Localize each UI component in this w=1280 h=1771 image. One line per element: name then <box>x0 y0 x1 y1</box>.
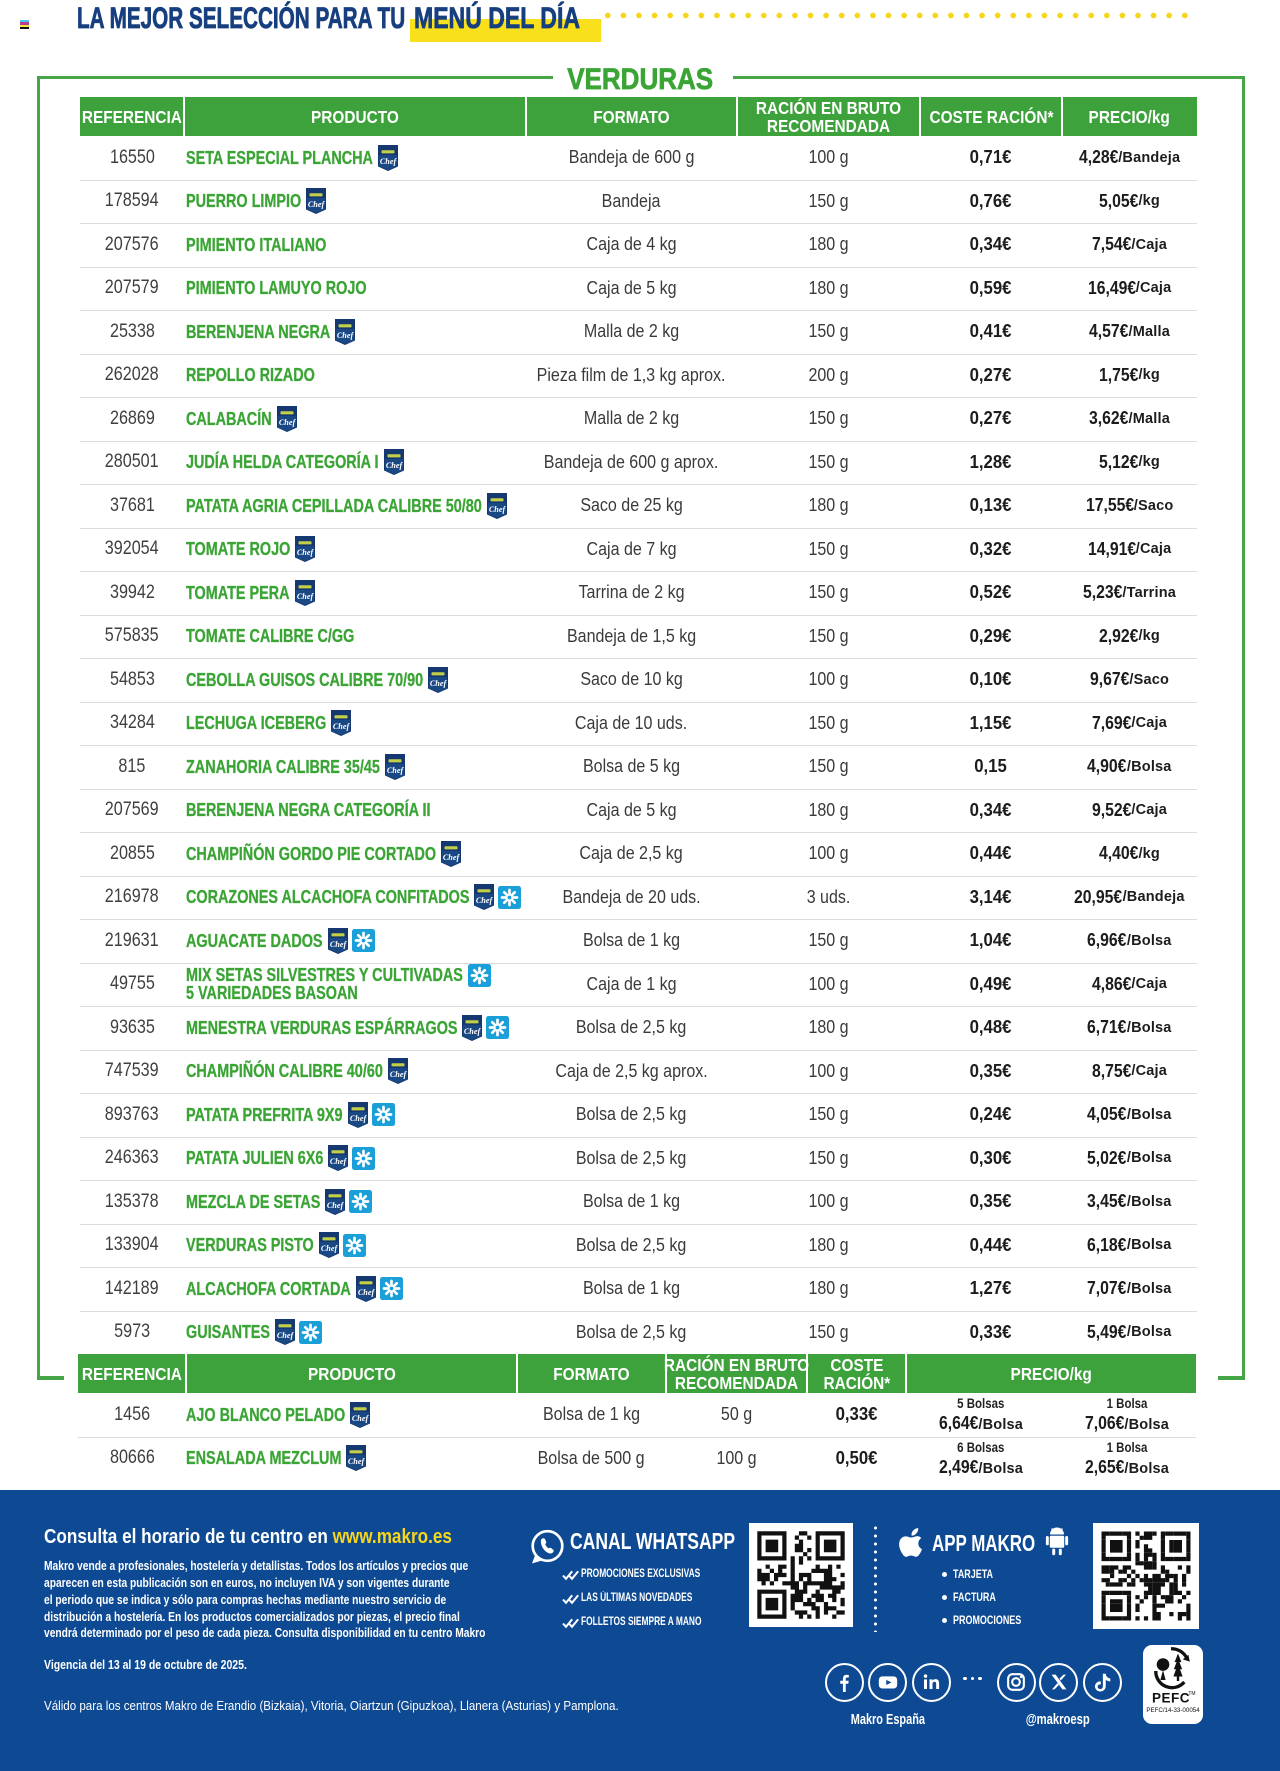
svg-text:Chef: Chef <box>390 1070 408 1079</box>
svg-text:Chef: Chef <box>387 766 405 775</box>
svg-text:Chef: Chef <box>358 1288 376 1297</box>
svg-text:Chef: Chef <box>464 1027 482 1036</box>
svg-text:Chef: Chef <box>308 200 326 209</box>
svg-text:Chef: Chef <box>327 1201 345 1210</box>
svg-text:TM: TM <box>1188 1691 1195 1697</box>
svg-text:PEFC: PEFC <box>1152 1691 1190 1706</box>
svg-text:Chef: Chef <box>380 157 398 166</box>
svg-text:Chef: Chef <box>330 1157 348 1166</box>
svg-text:Chef: Chef <box>337 331 355 340</box>
svg-text:Chef: Chef <box>350 1114 368 1123</box>
svg-text:Chef: Chef <box>443 853 461 862</box>
svg-text:Chef: Chef <box>386 461 404 470</box>
svg-text:Chef: Chef <box>277 1331 295 1340</box>
svg-text:Chef: Chef <box>297 548 315 557</box>
svg-text:Chef: Chef <box>476 896 494 905</box>
svg-text:Chef: Chef <box>430 679 448 688</box>
svg-text:Chef: Chef <box>348 1457 366 1466</box>
svg-text:Chef: Chef <box>279 418 297 427</box>
svg-text:Chef: Chef <box>352 1414 370 1423</box>
svg-text:Chef: Chef <box>321 1244 339 1253</box>
svg-text:Chef: Chef <box>297 592 315 601</box>
svg-text:Chef: Chef <box>489 505 507 514</box>
svg-text:Chef: Chef <box>330 940 348 949</box>
svg-text:PEFC/14-33-00054: PEFC/14-33-00054 <box>1146 1707 1200 1714</box>
svg-text:Chef: Chef <box>333 722 351 731</box>
